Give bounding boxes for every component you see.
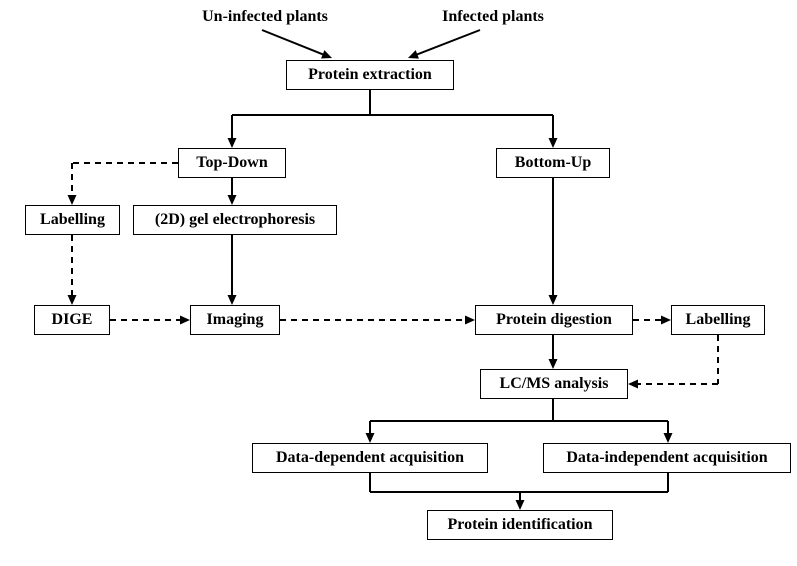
node-digestion: Protein digestion <box>475 305 633 335</box>
node-dda: Data-dependent acquisition <box>252 443 488 473</box>
node-extraction: Protein extraction <box>286 60 454 90</box>
flowchart-stage: Un-infected plants Infected plants Protein… <box>0 0 797 566</box>
node-ident: Protein identification <box>427 510 613 540</box>
node-infected: Infected plants <box>418 6 568 28</box>
node-uninfected: Un-infected plants <box>175 6 355 28</box>
node-dige: DIGE <box>34 305 110 335</box>
node-topdown: Top-Down <box>178 148 286 178</box>
node-labelling_right: Labelling <box>671 305 765 335</box>
node-labelling_left: Labelling <box>25 205 120 235</box>
node-imaging: Imaging <box>190 305 280 335</box>
node-gel: (2D) gel electrophoresis <box>133 205 337 235</box>
node-dia: Data-independent acquisition <box>543 443 791 473</box>
node-lcms: LC/MS analysis <box>480 369 628 399</box>
node-bottomup: Bottom-Up <box>496 148 610 178</box>
